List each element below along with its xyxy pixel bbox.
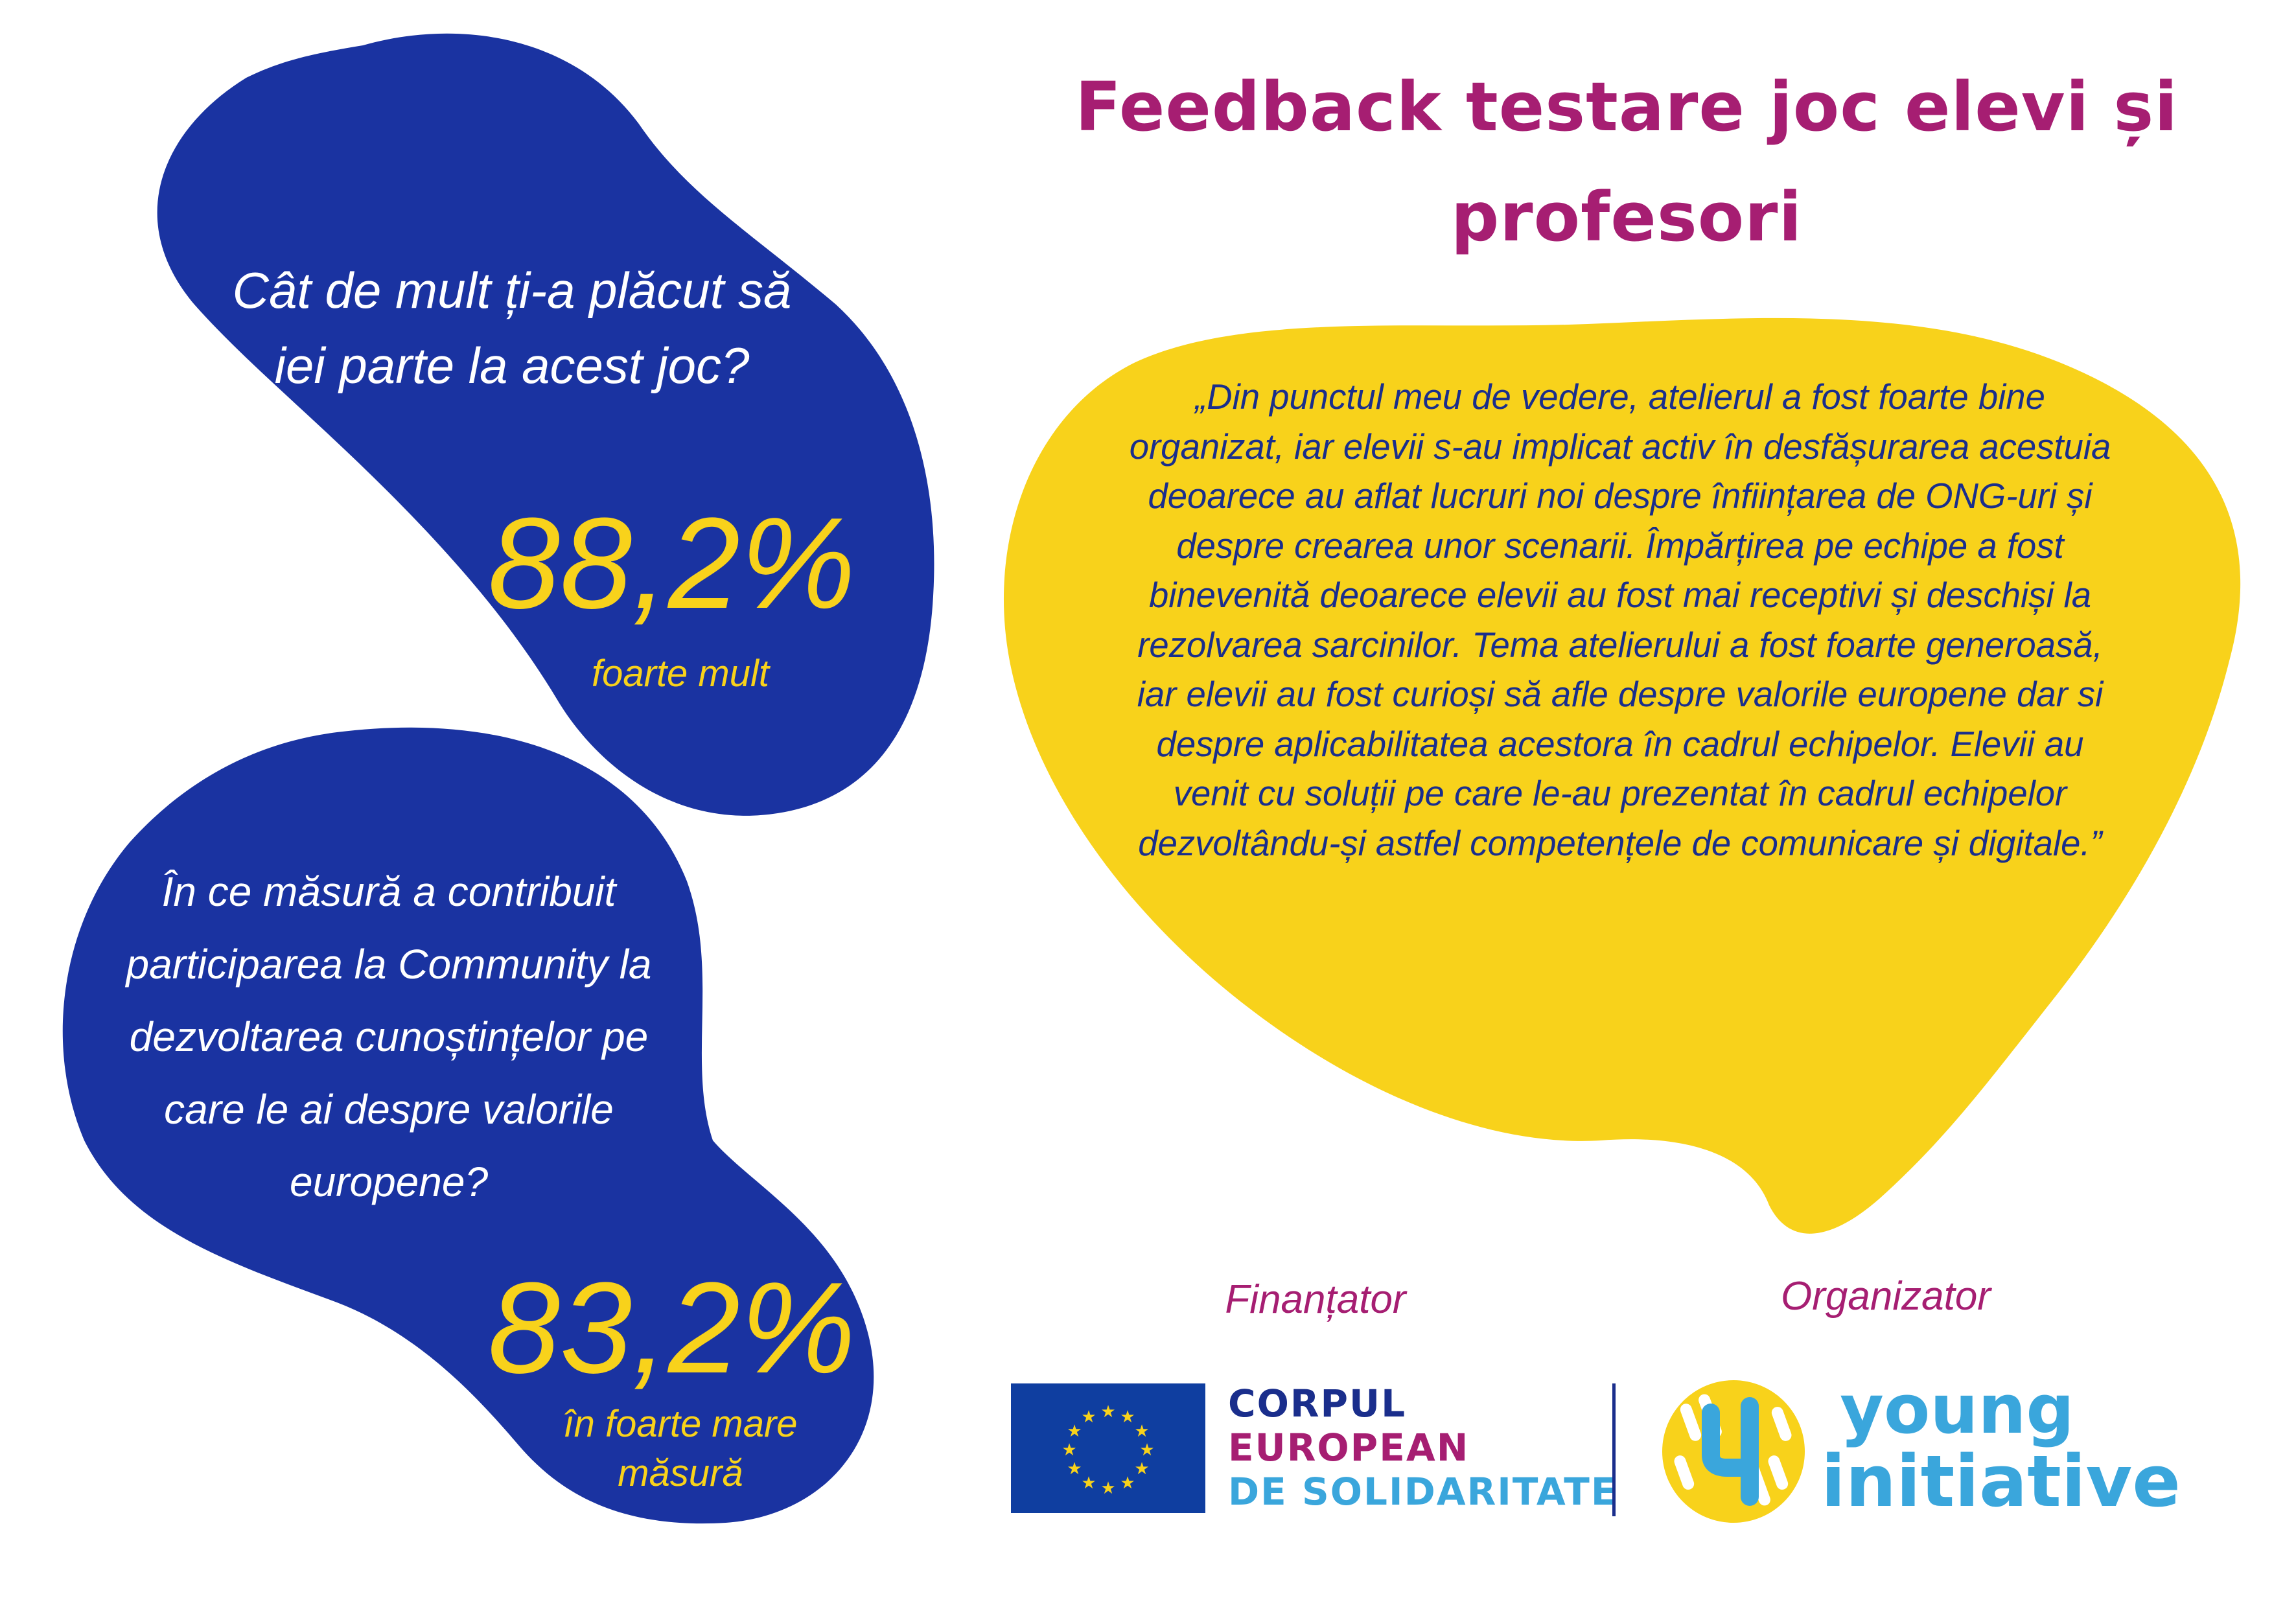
organizer-logo-line-1: young [1840, 1370, 2074, 1449]
funder-logo-line-1: CORPUL [1228, 1382, 1407, 1426]
svg-text:★: ★ [1067, 1422, 1082, 1441]
svg-text:★: ★ [1081, 1407, 1096, 1427]
logo-divider [1612, 1383, 1616, 1516]
testimonial-quote: „Din punctul meu de vedere, atelierul a … [1129, 377, 2111, 863]
svg-text:★: ★ [1081, 1474, 1096, 1493]
question-1-text: Cât de mult ți-a plăcut să iei parte la … [232, 262, 792, 394]
svg-text:★: ★ [1067, 1459, 1082, 1479]
organizer-logo-line-2: initiative [1821, 1440, 2181, 1523]
svg-text:★: ★ [1134, 1422, 1149, 1441]
young-initiative-icon [1659, 1377, 1808, 1526]
percent-1-caption: foarte mult [592, 653, 769, 695]
organizer-label: Organizator [1781, 1274, 1991, 1319]
percent-1: 88,2% [487, 491, 855, 636]
question-2-text: În ce măsură a contribuit participarea l… [126, 868, 652, 1205]
percent-2: 83,2% [487, 1256, 855, 1400]
svg-text:★: ★ [1061, 1440, 1076, 1460]
funder-logo-text: CORPUL EUROPEAN DE SOLIDARITATE [1228, 1382, 1618, 1514]
eu-flag-icon: ★ ★ ★ ★ ★ ★ ★ ★ ★ ★ ★ ★ [1011, 1383, 1205, 1513]
funder-logo-line-3: DE SOLIDARITATE [1228, 1470, 1618, 1514]
organizer-logo-text: young initiative [1821, 1370, 2181, 1523]
svg-text:★: ★ [1120, 1474, 1135, 1493]
funder-logo-line-2: EUROPEAN [1228, 1426, 1470, 1470]
svg-text:★: ★ [1100, 1479, 1115, 1498]
percent-2-caption: în foarte mare măsură [563, 1403, 798, 1494]
svg-text:★: ★ [1139, 1440, 1154, 1460]
funder-label: Finanțator [1225, 1277, 1406, 1322]
svg-text:★: ★ [1134, 1459, 1149, 1479]
svg-text:★: ★ [1120, 1407, 1135, 1427]
svg-text:★: ★ [1100, 1402, 1115, 1422]
page-title: Feedback testare joc elevi și profesori [1075, 67, 2178, 257]
